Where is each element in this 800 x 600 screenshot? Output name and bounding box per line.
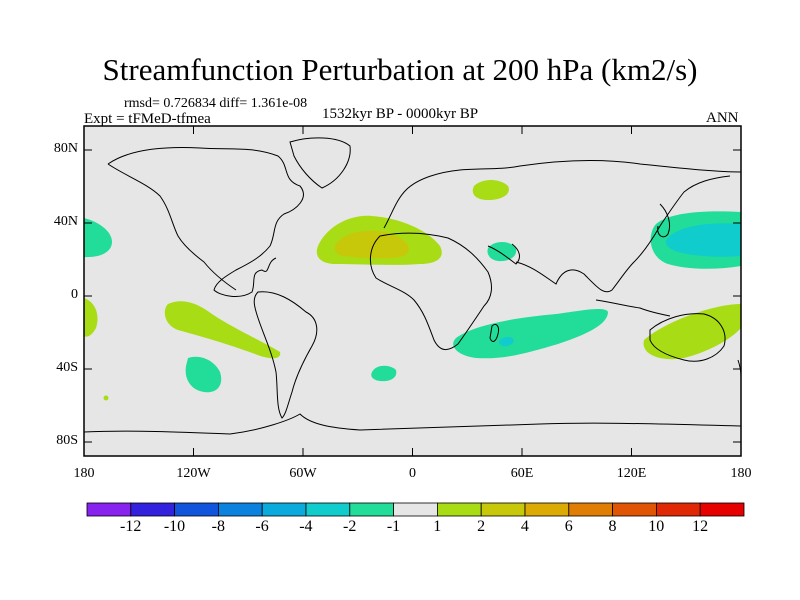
colorbar-swatch — [130, 502, 176, 517]
colorbar-label: 1 — [433, 518, 442, 535]
subtropical-south-pacific — [164, 301, 281, 359]
lon-label-180w: 180 — [73, 466, 95, 481]
colorbar-label: 2 — [477, 518, 486, 535]
colorbar-swatch — [568, 502, 613, 517]
colorbar-label: 10 — [648, 518, 665, 535]
colorbar-swatch — [305, 502, 351, 517]
lat-label-40s: 40S — [56, 360, 78, 375]
south-america-coast — [253, 291, 318, 419]
colorbar-label: -6 — [255, 518, 269, 535]
map-background — [84, 126, 741, 456]
australia — [643, 304, 741, 360]
lat-label-80n: 80N — [53, 141, 78, 156]
lat-label-40n: 40N — [53, 214, 78, 229]
season-label: ANN — [706, 110, 739, 126]
southern-indian-ocean-core — [499, 337, 514, 347]
north-america-coast — [107, 147, 304, 297]
africa-coast — [370, 232, 492, 350]
lon-label-120w: 120W — [176, 466, 211, 481]
central-asia — [472, 180, 509, 200]
colorbar-swatch — [174, 502, 219, 517]
arabia-coast — [487, 243, 520, 265]
tasman-sea — [103, 395, 109, 401]
southern-indian-ocean — [453, 308, 608, 359]
coastlines — [84, 137, 741, 435]
axis-ticks — [83, 126, 742, 456]
lat-label-80s: 80S — [56, 433, 78, 448]
experiment-label: Expt = tFMeD-tfmea — [84, 111, 211, 127]
colorbar-swatch — [217, 502, 263, 517]
lon-label-0: 0 — [409, 466, 416, 481]
asia-south-coast — [515, 175, 731, 293]
lat-label-0: 0 — [71, 287, 78, 302]
colorbar-label: -10 — [163, 518, 186, 535]
lon-label-180e: 180 — [730, 466, 752, 481]
anomaly-shading — [84, 180, 741, 401]
colorbar-label: -12 — [120, 518, 142, 535]
colorbar-label: -1 — [386, 518, 401, 535]
colorbar — [86, 502, 745, 517]
colorbar-label: -2 — [343, 518, 357, 535]
colorbar-swatch — [699, 502, 745, 517]
lon-label-60e: 60E — [510, 466, 534, 481]
rmsd-stats: rmsd= 0.726834 diff= 1.361e-08 — [124, 96, 308, 111]
south-pacific — [185, 356, 222, 393]
colorbar-swatch — [261, 502, 307, 517]
colorbar-label: 4 — [520, 518, 529, 535]
colorbar-swatch — [480, 502, 526, 517]
colorbar-swatch — [524, 502, 570, 517]
north-pacific-east — [84, 218, 112, 258]
indonesia-coast — [595, 299, 671, 317]
south-atlantic — [371, 365, 397, 382]
lon-label-60w: 60W — [289, 466, 317, 481]
northwest-pacific-core — [665, 223, 741, 257]
lon-label-120e: 120E — [616, 466, 647, 481]
colorbar-swatch — [86, 502, 132, 517]
colorbar-label: -8 — [211, 518, 225, 535]
colorbar-label: 8 — [608, 518, 617, 535]
east-pacific-tropics — [84, 298, 98, 337]
plot-title: Streamfunction Perturbation at 200 hPa (… — [102, 52, 698, 87]
colorbar-swatch — [612, 502, 657, 517]
colorbar-swatch — [393, 502, 438, 517]
north-atlantic-africa-core — [334, 230, 409, 259]
madagascar-coast — [489, 323, 499, 342]
north-america-west-coast — [107, 163, 237, 291]
arabia — [487, 242, 517, 262]
japan-coast — [657, 203, 671, 238]
colorbar-label: 6 — [564, 518, 573, 535]
colorbar-label: -4 — [299, 518, 313, 535]
period-label: 1532kyr BP - 0000kyr BP — [322, 106, 479, 122]
europe-coast — [383, 159, 741, 229]
colorbar-swatch — [656, 502, 701, 517]
greenland-coast — [289, 137, 351, 189]
australia-coast — [649, 313, 726, 362]
colorbar-label: 12 — [692, 518, 709, 535]
antarctica-coast — [84, 413, 741, 435]
colorbar-swatch — [436, 502, 482, 517]
colorbar-swatch — [349, 502, 394, 517]
